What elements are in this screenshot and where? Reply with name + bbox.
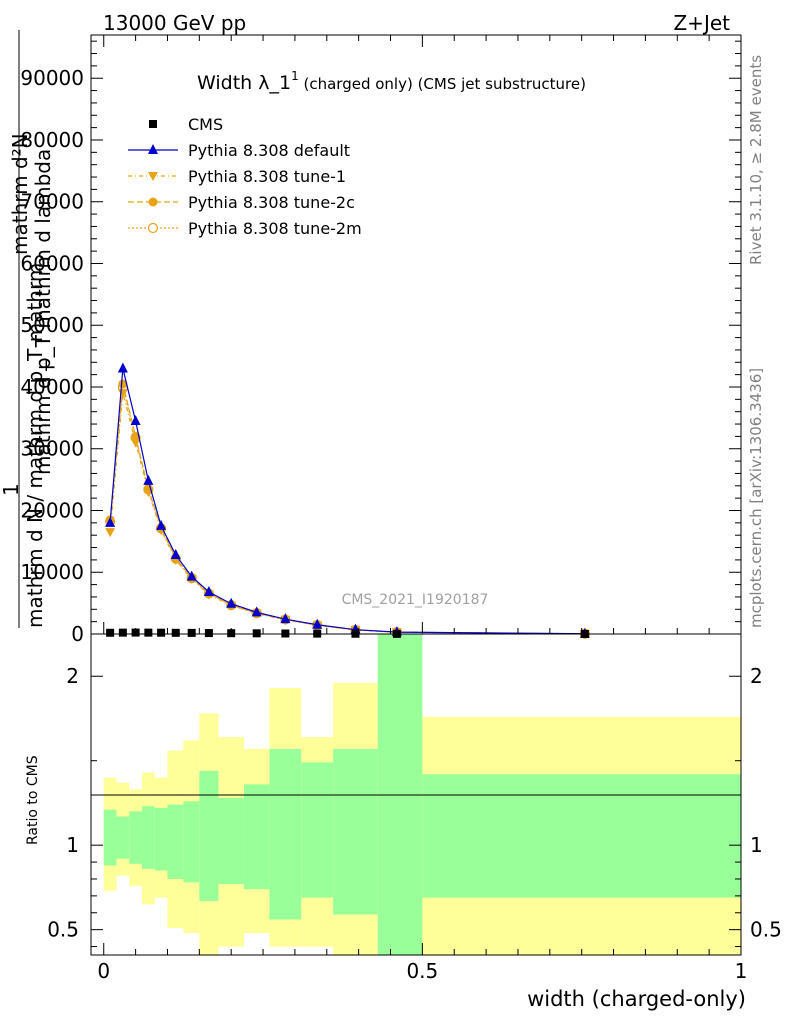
y-axis-label-mid: mathrm d p_T mathrm d lambda bbox=[31, 149, 55, 475]
data-point bbox=[186, 570, 197, 581]
data-point bbox=[130, 438, 141, 448]
plot-title-main: Width λ_1 bbox=[197, 72, 291, 94]
data-point bbox=[143, 474, 154, 485]
ratio-y-tick-label: 1 bbox=[66, 833, 79, 857]
data-point bbox=[312, 618, 323, 629]
data-point bbox=[105, 516, 116, 527]
data-point bbox=[204, 629, 213, 638]
y-tick-label: 30000 bbox=[20, 437, 84, 461]
data-point bbox=[251, 606, 262, 617]
ratio-stat-band bbox=[183, 801, 200, 883]
legend-marker bbox=[148, 172, 158, 181]
ratio-stat-band bbox=[422, 774, 741, 898]
ratio-y-tick-label: 2 bbox=[66, 664, 79, 688]
plot-title-superscript: 1 bbox=[291, 69, 299, 83]
ratio-y-tick-label-right: 0.5 bbox=[750, 918, 782, 942]
data-point bbox=[117, 389, 128, 399]
y-axis-label-bottom: mathrm d N / mathrm d p_T mathrm bbox=[23, 263, 47, 628]
y-tick-label: 50000 bbox=[20, 313, 84, 337]
ratio-y-tick-label-right: 2 bbox=[750, 664, 763, 688]
y-tick-label: 80000 bbox=[20, 128, 84, 152]
ratio-stat-band bbox=[167, 804, 184, 879]
ratio-stat-band bbox=[269, 748, 302, 920]
data-point bbox=[156, 519, 167, 530]
data-point bbox=[144, 628, 153, 637]
x-tick-label: 1 bbox=[735, 959, 748, 983]
data-point bbox=[226, 597, 237, 608]
mcplots-label: mcplots.cern.ch [arXiv:1306.3436] bbox=[747, 368, 765, 628]
legend-label: Pythia 8.308 default bbox=[188, 141, 350, 160]
legend-marker bbox=[149, 120, 157, 128]
data-point bbox=[118, 628, 127, 637]
ratio-stat-band bbox=[218, 797, 244, 885]
legend-label: Pythia 8.308 tune-2m bbox=[188, 219, 362, 238]
data-point bbox=[280, 613, 291, 624]
legend-marker bbox=[148, 144, 158, 154]
axis-ticks: 0 10000 20000 30000 40000 50000 60000 70000 8000… bbox=[20, 35, 782, 983]
data-point bbox=[118, 379, 128, 389]
y-tick-label: 0 bbox=[71, 622, 84, 646]
x-axis-label: width (charged-only) bbox=[527, 987, 746, 1011]
y-tick-label: 40000 bbox=[20, 375, 84, 399]
ratio-stat-band bbox=[141, 806, 155, 869]
watermark: CMS_2021_I1920187 bbox=[342, 592, 489, 608]
data-point bbox=[252, 629, 261, 638]
plot-title: Width λ_11 (charged only) (CMS jet subst… bbox=[197, 69, 586, 94]
data-point bbox=[187, 628, 196, 637]
ratio-stat-band bbox=[333, 748, 378, 915]
y-tick-label: 90000 bbox=[20, 66, 84, 90]
ratio-y-tick-label-right: 1 bbox=[750, 833, 763, 857]
legend-label: CMS bbox=[188, 115, 223, 134]
data-point bbox=[170, 548, 181, 559]
ratio-stat-band bbox=[301, 762, 334, 898]
legend-label: Pythia 8.308 tune-1 bbox=[188, 167, 346, 186]
data-point bbox=[106, 628, 115, 637]
y-tick-label: 10000 bbox=[20, 560, 84, 584]
ratio-frame bbox=[90, 633, 742, 956]
y-tick-label: 20000 bbox=[20, 498, 84, 522]
y-tick-label: 70000 bbox=[20, 190, 84, 214]
rivet-label: Rivet 3.1.10, ≥ 2.8M events bbox=[747, 55, 765, 265]
ratio-stat-band bbox=[154, 808, 168, 871]
legend-label: Pythia 8.308 tune-2c bbox=[188, 193, 355, 212]
legend-marker bbox=[147, 222, 159, 234]
data-point bbox=[130, 414, 141, 425]
data-point bbox=[171, 628, 180, 637]
energy-label: 13000 GeV pp bbox=[103, 11, 246, 35]
data-point bbox=[157, 628, 166, 637]
x-tick-label: 0.5 bbox=[406, 959, 438, 983]
ratio-y-axis-label: Ratio to CMS bbox=[25, 755, 41, 845]
y-axis-label-lhs: 1 bbox=[0, 483, 23, 496]
ratio-stat-band bbox=[116, 816, 130, 859]
x-tick-label: 0 bbox=[97, 959, 110, 983]
ratio-stat-band bbox=[103, 809, 117, 866]
process-label: Z+Jet bbox=[673, 11, 730, 35]
ratio-stat-band bbox=[243, 784, 270, 890]
ratio-stat-band bbox=[129, 811, 142, 864]
legend: CMS Pythia 8.308 default Pythia 8.308 tune… bbox=[128, 115, 362, 238]
data-point bbox=[203, 586, 214, 597]
data-point bbox=[105, 528, 116, 538]
legend-marker bbox=[148, 197, 158, 207]
plot-title-rest: (charged only) (CMS jet substructure) bbox=[299, 75, 586, 93]
data-point bbox=[117, 362, 128, 373]
main-series bbox=[105, 362, 590, 639]
ratio-stat-band bbox=[199, 770, 219, 901]
y-axis-label-top: mathrm d²N bbox=[8, 133, 32, 255]
ratio-y-tick-label: 0.5 bbox=[47, 918, 79, 942]
y-tick-label: 60000 bbox=[20, 251, 84, 275]
